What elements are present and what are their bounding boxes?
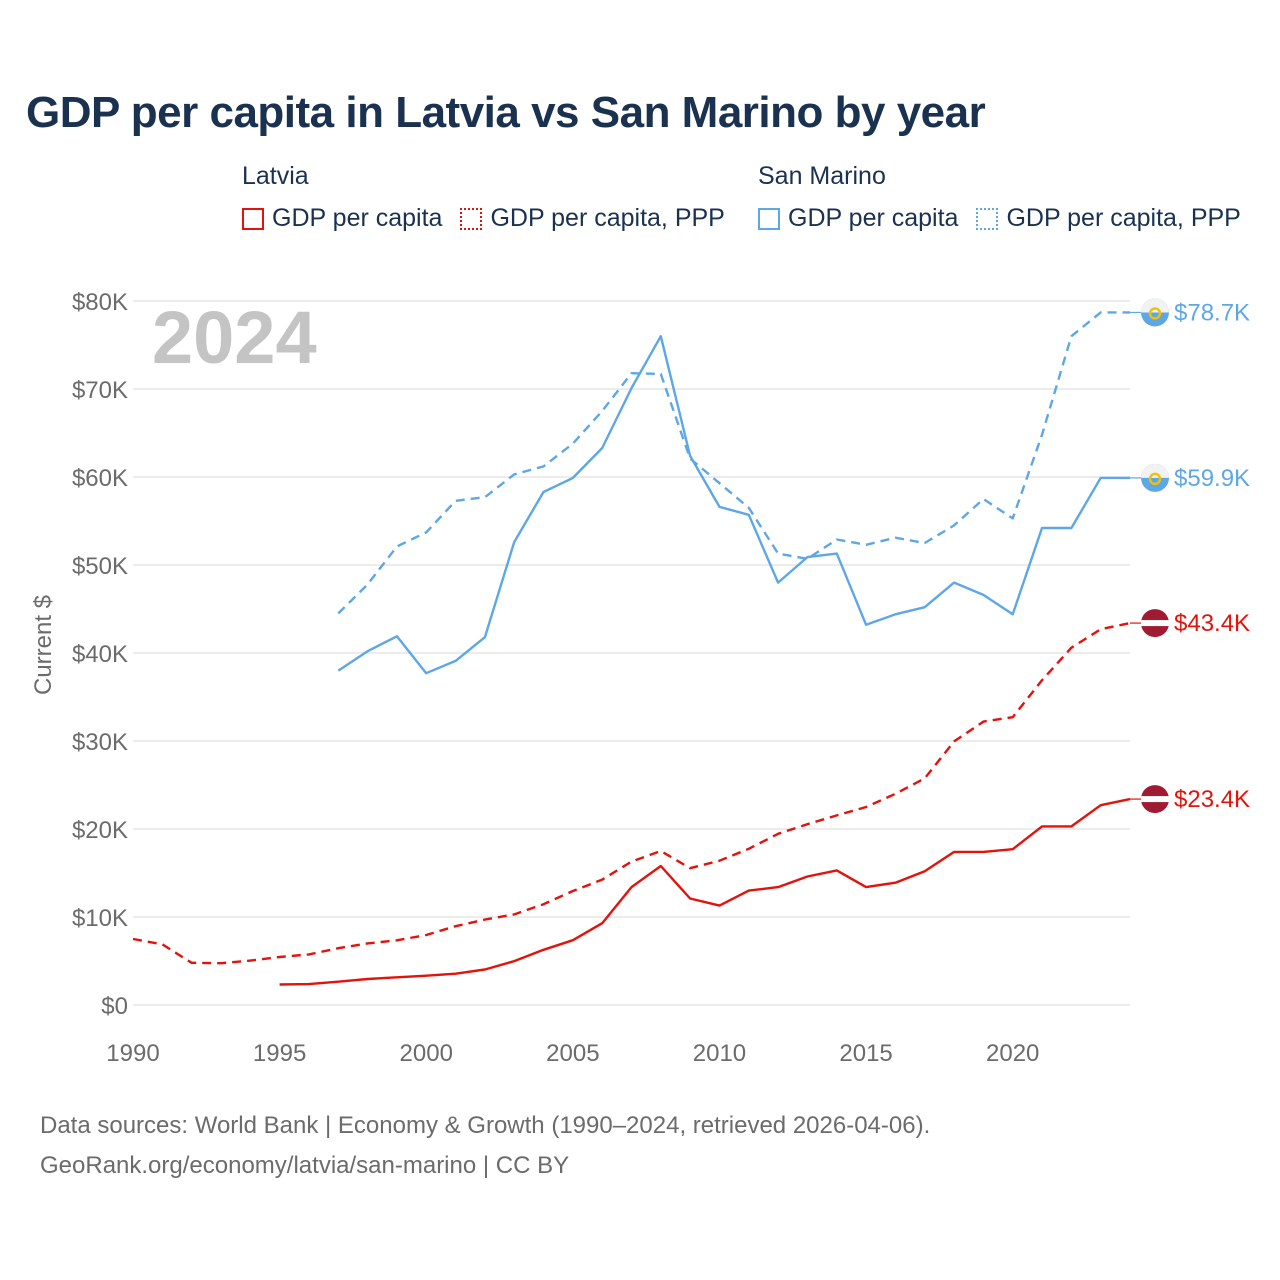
end-value-label: $43.4K [1174, 610, 1250, 637]
y-tick-label: $30K [72, 729, 128, 756]
x-tick-label: 1990 [106, 1040, 159, 1067]
y-tick-label: $0 [101, 993, 128, 1020]
legend-latvia-gdp-ppp[interactable]: GDP per capita, PPP [460, 204, 725, 233]
y-tick-label: $80K [72, 289, 128, 316]
legend-swatch-solid-icon [242, 207, 264, 230]
legend-latvia-title: Latvia [242, 162, 309, 190]
latvia-gdp-line [279, 797, 1131, 986]
legend-label: GDP per capita [272, 204, 443, 232]
x-tick-label: 2010 [693, 1040, 746, 1067]
chart-title: GDP per capita in Latvia vs San Marino b… [26, 88, 986, 137]
y-tick-label: $20K [72, 817, 128, 844]
latvia-flag-stripe [1141, 620, 1169, 627]
end-value-label: $59.9K [1174, 465, 1250, 492]
legend-swatch-dotted-icon [976, 207, 999, 230]
latvia-flag-stripe [1141, 796, 1169, 803]
y-tick-label: $50K [72, 553, 128, 580]
legend-label: GDP per capita [788, 204, 959, 232]
y-tick-label: $40K [72, 641, 128, 668]
legend-label: GDP per capita, PPP [490, 204, 725, 232]
y-axis-label: Current $ [30, 595, 57, 695]
x-tick-label: 1995 [253, 1040, 306, 1067]
x-tick-label: 2020 [986, 1040, 1039, 1067]
san-marino-crest [1148, 307, 1162, 320]
x-tick-label: 2015 [839, 1040, 892, 1067]
year-watermark: 2024 [152, 296, 317, 379]
y-tick-label: $60K [72, 465, 128, 492]
legend-san-marino-title: San Marino [758, 162, 886, 190]
end-value-label: $23.4K [1174, 786, 1250, 813]
x-tick-label: 2000 [400, 1040, 453, 1067]
legend-swatch-solid-icon [758, 207, 780, 230]
source-line-1: Data sources: World Bank | Economy & Gro… [40, 1112, 931, 1139]
san-marino-flag-top [1141, 463, 1169, 478]
source-line-2[interactable]: GeoRank.org/economy/latvia/san-marino | … [40, 1152, 570, 1179]
legend-latvia-gdp[interactable]: GDP per capita [242, 204, 442, 233]
legend-san-marino: San Marino GDP per capita GDP per capita… [758, 162, 1241, 232]
san_marino-ppp-line [337, 311, 1130, 615]
y-tick-label: $70K [72, 377, 128, 404]
source-note: Data sources: World Bank | Economy & Gro… [40, 1106, 930, 1186]
end-value-label: $78.7K [1174, 299, 1250, 326]
legend-swatch-dotted-icon [460, 207, 483, 230]
legend-san-marino-gdp-ppp[interactable]: GDP per capita, PPP [976, 204, 1241, 233]
san_marino-gdp-line [337, 335, 1130, 675]
legend-san-marino-gdp[interactable]: GDP per capita [758, 204, 958, 233]
latvia-ppp-line [132, 621, 1131, 965]
legend-label: GDP per capita, PPP [1006, 204, 1241, 232]
x-tick-label: 2005 [546, 1040, 599, 1067]
san-marino-flag-top [1141, 298, 1169, 313]
san-marino-crest [1148, 472, 1162, 486]
y-tick-label: $10K [72, 905, 128, 932]
legend-latvia: Latvia GDP per capita GDP per capita, PP… [242, 162, 725, 232]
